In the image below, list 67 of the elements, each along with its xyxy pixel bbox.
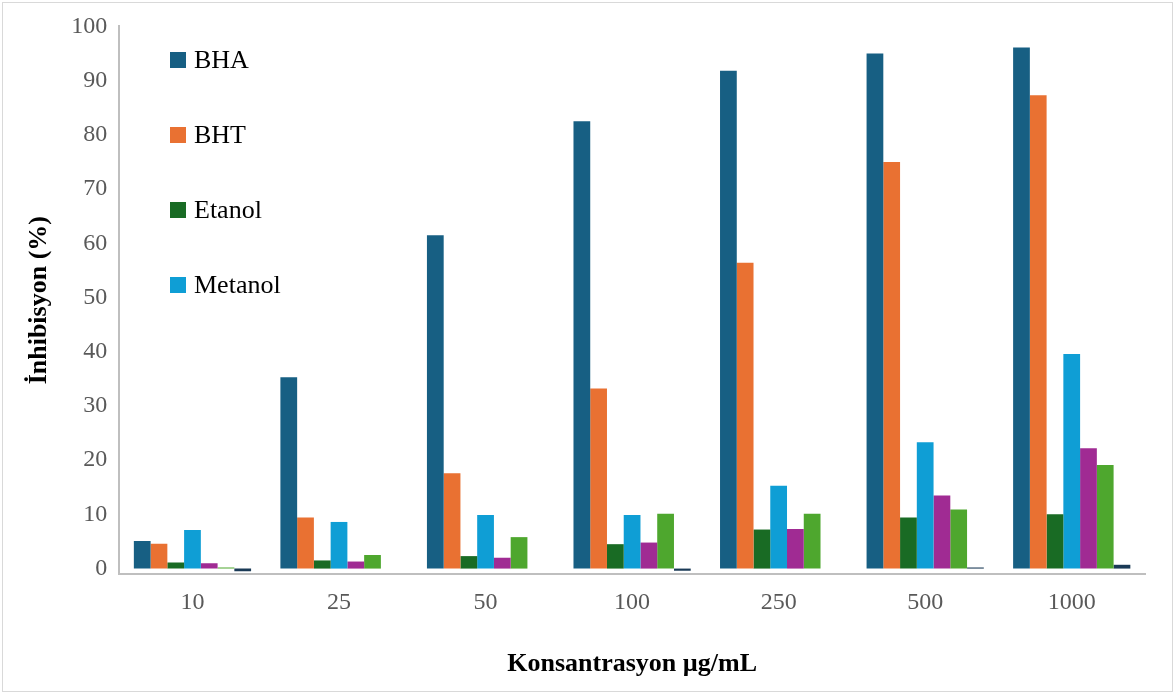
bar <box>866 53 884 569</box>
x-tick-label: 25 <box>327 587 352 614</box>
x-tick-label: 500 <box>907 587 944 614</box>
x-axis-title: Konsantrasyon µg/mL <box>507 648 757 678</box>
bar <box>347 561 365 569</box>
y-tick-label: 30 <box>83 391 108 418</box>
bar <box>1080 448 1097 569</box>
y-tick-label: 60 <box>83 228 108 255</box>
y-tick-label: 20 <box>83 445 108 472</box>
y-tick-label: 100 <box>71 11 108 38</box>
x-tick-label: 50 <box>473 587 498 614</box>
bar <box>933 495 951 569</box>
y-tick-label: 70 <box>83 174 108 201</box>
bar <box>200 563 218 569</box>
bar <box>883 161 901 569</box>
x-tick-label: 250 <box>760 587 797 614</box>
bar <box>313 560 331 569</box>
bar <box>364 555 381 569</box>
y-tick-label: 10 <box>83 499 108 526</box>
x-tick-label: 100 <box>614 587 651 614</box>
y-tick-label: 40 <box>83 337 108 363</box>
y-tick-label: 50 <box>83 282 108 309</box>
bar <box>1096 465 1114 569</box>
bar <box>950 509 968 569</box>
bar <box>803 513 821 569</box>
bar <box>1046 514 1064 569</box>
bar <box>673 568 691 571</box>
legend-label: BHA <box>194 44 249 75</box>
bar <box>900 517 917 569</box>
bar <box>1113 564 1131 569</box>
bar <box>736 262 754 569</box>
bar <box>1013 47 1030 569</box>
bar <box>1029 95 1047 569</box>
bar <box>443 473 461 569</box>
bar <box>916 442 934 569</box>
bar <box>297 517 314 569</box>
bar <box>657 513 674 569</box>
bar <box>133 540 151 569</box>
bar <box>330 521 348 569</box>
bar <box>460 556 478 569</box>
y-tick-label: 0 <box>95 553 108 580</box>
bar <box>280 377 298 569</box>
bar <box>167 562 185 569</box>
bar <box>753 529 771 569</box>
legend-label: BHT <box>194 119 246 150</box>
bar <box>150 543 168 569</box>
bar <box>606 544 624 569</box>
x-tick-label: 1000 <box>1047 587 1096 614</box>
bar <box>493 557 511 569</box>
bar <box>1063 353 1081 569</box>
bar <box>720 70 737 569</box>
bar <box>477 514 494 569</box>
bar <box>623 514 641 569</box>
legend-label: Etanol <box>194 194 262 225</box>
bar <box>573 121 591 569</box>
bar <box>510 537 528 569</box>
y-axis-title: İnhibisyon (%) <box>23 216 53 385</box>
x-tick-label: 10 <box>180 587 205 614</box>
legend-label: Metanol <box>194 269 281 300</box>
bar <box>787 529 804 569</box>
y-tick-label: 80 <box>83 120 108 147</box>
bar <box>770 485 788 569</box>
y-tick-label: 90 <box>83 65 108 92</box>
bar <box>426 235 444 569</box>
bar <box>184 530 201 569</box>
bar <box>640 542 658 569</box>
bar <box>590 388 607 569</box>
